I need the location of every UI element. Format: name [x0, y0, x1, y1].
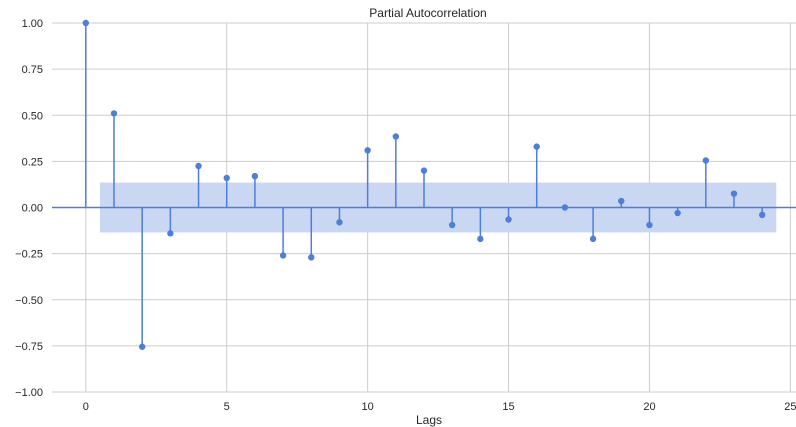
y-tick-label: −0.75	[15, 341, 43, 353]
stem-marker	[279, 252, 287, 259]
y-tick-label: −0.25	[15, 249, 43, 261]
stem-marker	[646, 221, 653, 229]
stem-marker	[195, 162, 202, 170]
stem-marker	[392, 133, 400, 140]
stem-layer	[82, 19, 766, 350]
stem-marker	[167, 230, 174, 237]
stem-marker	[674, 209, 681, 217]
y-tick-label: 0.00	[22, 203, 43, 215]
stem-marker	[308, 254, 315, 261]
stem-marker	[561, 204, 569, 211]
stem-marker	[336, 219, 343, 226]
stem-marker	[448, 221, 456, 229]
stem-marker	[589, 235, 597, 243]
stem-marker	[758, 211, 766, 219]
chart-title: Partial Autocorrelation	[369, 6, 486, 20]
y-tick-labels: −1.00 −0.75 −0.50 −0.25 0.00 0.25 0.50 0.75 1.00	[15, 18, 43, 399]
stem-marker	[364, 147, 371, 154]
y-tick-label: 0.50	[22, 110, 43, 122]
stem-marker	[618, 197, 625, 205]
stem-marker	[533, 143, 540, 150]
stem-marker	[82, 19, 90, 27]
stem-marker	[730, 190, 738, 197]
stem-marker	[420, 167, 428, 174]
y-tick-label: −0.50	[15, 295, 43, 307]
x-tick-label: 10	[362, 401, 374, 413]
stem-marker	[702, 157, 710, 164]
stem-marker	[477, 235, 484, 243]
x-tick-labels: 0 5 10 15 20 25	[83, 401, 796, 413]
x-tick-label: 25	[784, 401, 796, 413]
x-axis-title: Lags	[416, 413, 442, 427]
x-tick-label: 15	[502, 401, 514, 413]
stem-marker	[505, 216, 512, 223]
stem-marker	[138, 343, 146, 350]
x-tick-label: 0	[83, 401, 89, 413]
x-tick-label: 20	[643, 401, 655, 413]
y-tick-label: 0.25	[22, 156, 43, 168]
y-tick-label: 0.75	[22, 64, 43, 76]
stem-marker	[110, 110, 118, 117]
y-tick-label: 1.00	[22, 18, 43, 30]
stem-marker	[223, 174, 230, 182]
x-tick-label: 5	[224, 401, 230, 413]
y-tick-label: −1.00	[15, 387, 43, 399]
stem-marker	[251, 172, 259, 180]
